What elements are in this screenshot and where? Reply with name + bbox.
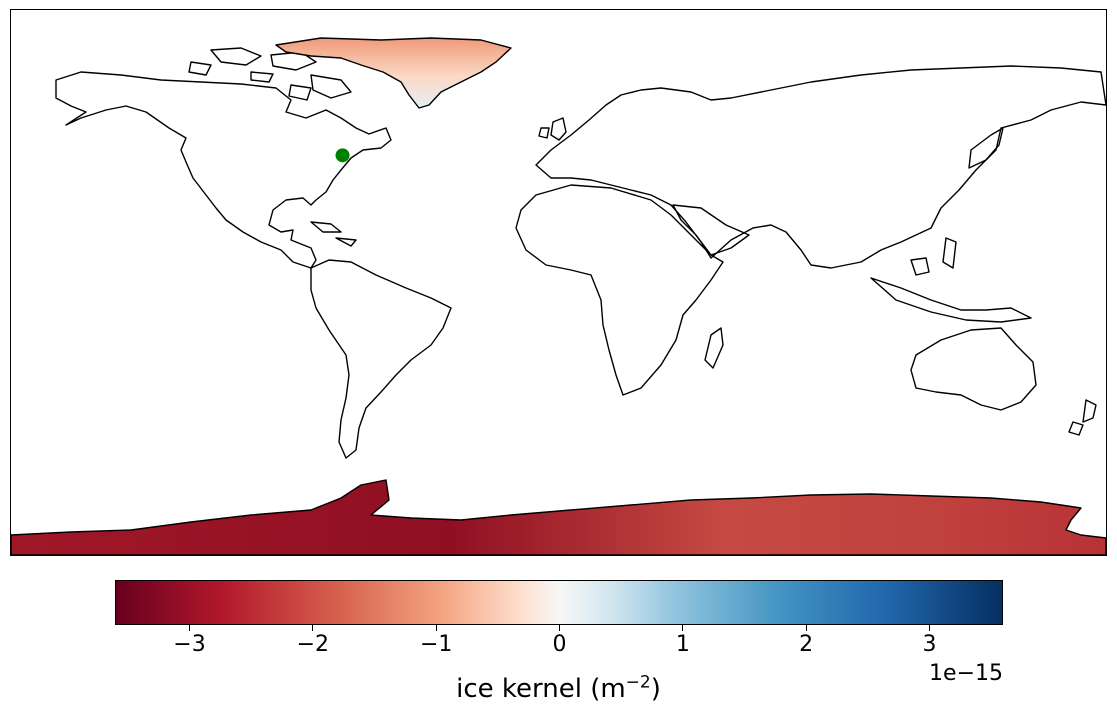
coastline-british-isles xyxy=(538,117,567,141)
map-frame xyxy=(10,9,1107,556)
colorbar-tick-label: 1 xyxy=(675,632,690,657)
colorbar-label-close: ) xyxy=(650,674,661,704)
coastline-caribbean xyxy=(310,221,357,247)
colorbar-label: ice kernel (m−2) xyxy=(0,674,1117,704)
colorbar-tick-label: 2 xyxy=(799,632,814,657)
coastline-arabia xyxy=(672,204,750,256)
colorbar-tick-mark xyxy=(805,625,807,631)
colorbar-tick-mark xyxy=(189,625,190,631)
coastline-arctic-islands xyxy=(188,47,352,101)
colorbar-tick-mark xyxy=(435,625,437,631)
coastline-madagascar xyxy=(704,327,724,369)
colorbar-tick-label: −1 xyxy=(419,632,453,657)
coastline-japan xyxy=(968,127,1004,169)
station-dot-icon xyxy=(335,148,350,163)
colorbar-tick-mark xyxy=(682,625,684,631)
coastline-africa xyxy=(515,184,724,396)
colorbar xyxy=(115,580,1003,625)
coastline-australia xyxy=(910,327,1037,411)
colorbar-label-exponent: −2 xyxy=(625,672,651,693)
colorbar-tick-label: −2 xyxy=(296,632,330,657)
colorbar-tick-label: −3 xyxy=(173,632,206,657)
colorbar-tick-label: 0 xyxy=(552,632,567,657)
coastline-new-zealand xyxy=(1068,399,1097,436)
colorbar-offset-text: 1e−15 xyxy=(929,661,1003,686)
colorbar-tick-label: 3 xyxy=(922,632,937,657)
greenland xyxy=(275,37,512,109)
coastline-europe xyxy=(535,65,1106,269)
colorbar-tick-mark xyxy=(559,625,560,631)
coastline-indonesia xyxy=(870,237,1032,323)
coastline-north-america xyxy=(55,71,392,269)
colorbar-tick-mark xyxy=(929,625,930,631)
world-map xyxy=(11,37,1106,555)
coastline-south-america xyxy=(310,259,452,459)
colorbar-label-main: ice kernel (m xyxy=(456,674,626,704)
colorbar-tick-mark xyxy=(312,625,314,631)
antarctica xyxy=(11,479,1106,555)
